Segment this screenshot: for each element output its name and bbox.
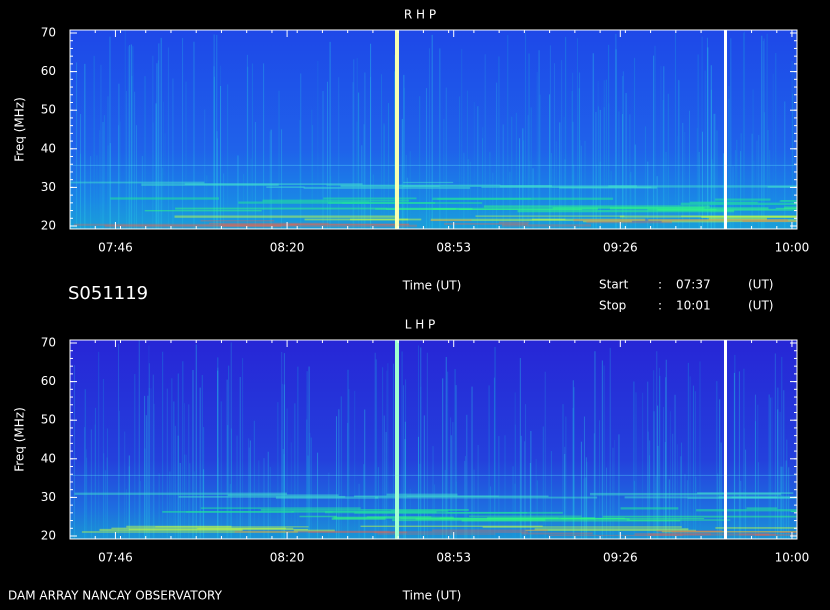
x-tick-label: 08:20 <box>270 241 305 255</box>
y-tick-label: 30 <box>41 180 56 194</box>
x-tick-label: 07:46 <box>98 551 133 565</box>
y-axis-label: Freq (MHz) <box>13 97 27 162</box>
x-axis-label: Time (UT) <box>402 279 462 293</box>
chart-title: L H P <box>405 318 436 332</box>
start-time: 07:37 <box>676 278 711 292</box>
y-tick-label: 50 <box>41 413 56 427</box>
y-tick-label: 50 <box>41 103 56 117</box>
spectrogram-background <box>70 30 797 229</box>
y-tick-label: 20 <box>41 529 56 543</box>
y-tick-label: 60 <box>41 374 56 388</box>
x-tick-label: 09:26 <box>603 551 638 565</box>
y-axis-label: Freq (MHz) <box>13 407 27 472</box>
separator: : <box>658 278 662 292</box>
start-label: Start <box>599 278 629 292</box>
interference-line <box>395 30 399 229</box>
unit: (UT) <box>748 278 773 292</box>
y-tick-label: 40 <box>41 141 56 155</box>
interference-line <box>395 340 399 539</box>
x-axis-label: Time (UT) <box>402 589 462 603</box>
y-tick-label: 20 <box>41 219 56 233</box>
stop-label: Stop <box>599 299 626 313</box>
x-tick-label: 09:26 <box>603 241 638 255</box>
y-tick-label: 70 <box>41 336 56 350</box>
footer: DAM ARRAY NANCAY OBSERVATORY <box>8 589 223 603</box>
plot-frame <box>69 339 798 540</box>
y-tick-label: 40 <box>41 451 56 465</box>
spectrogram-background <box>70 340 797 539</box>
x-tick-label: 10:00 <box>775 241 810 255</box>
y-tick-label: 70 <box>41 26 56 40</box>
unit: (UT) <box>748 299 773 313</box>
spectrogram-image <box>70 30 797 229</box>
x-tick-label: 08:53 <box>436 551 471 565</box>
separator: : <box>658 299 662 313</box>
x-tick-label: 10:00 <box>775 551 810 565</box>
plot-frame <box>69 29 798 230</box>
y-tick-label: 60 <box>41 64 56 78</box>
spectrogram-image <box>70 340 797 539</box>
x-tick-label: 07:46 <box>98 241 133 255</box>
observation-id: S051119 <box>68 283 148 304</box>
interference-line <box>724 30 727 229</box>
x-tick-label: 08:20 <box>270 551 305 565</box>
y-tick-label: 30 <box>41 490 56 504</box>
interference-line <box>724 340 727 539</box>
chart-title: R H P <box>404 8 436 22</box>
stop-time: 10:01 <box>676 299 711 313</box>
x-tick-label: 08:53 <box>436 241 471 255</box>
